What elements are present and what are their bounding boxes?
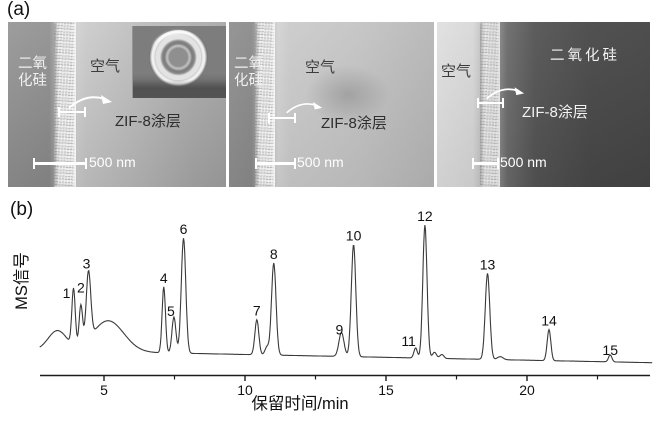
peak-label-11: 11 (401, 333, 416, 349)
peak-label-14: 14 (541, 313, 557, 329)
peak-label-13: 13 (480, 256, 496, 272)
x-axis: 5 10 15 20 (40, 374, 650, 398)
silica-label-line2: 化硅 (18, 73, 47, 89)
chromatogram-curve (39, 225, 653, 364)
peak-label-9: 9 (336, 321, 344, 337)
panel-b: (b) MS信号 保留时间/min 5 10 15 20 1 2 3 4 5 6 7 8 9 10 11 1… (0, 187, 657, 429)
peak-label-6: 6 (180, 221, 188, 237)
zif8-coating-strip (255, 22, 275, 187)
air-label: 空气 (441, 63, 472, 80)
chromatogram: (b) MS信号 保留时间/min 5 10 15 20 1 2345678910111… (10, 199, 653, 413)
scale-bar (33, 158, 87, 169)
sem-image-1: 二氧 化硅 空气 ZIF-8涂层 500 nm (8, 22, 226, 187)
x-axis-tick-label: 10 (237, 382, 253, 398)
air-label: 空气 (305, 59, 336, 76)
capillary-inset-photo (132, 26, 226, 98)
peak-label-5: 5 (167, 303, 175, 319)
capillary-ring (148, 30, 210, 88)
peak-label-1: 1 (63, 285, 71, 301)
panel-a-label: (a) (7, 0, 31, 20)
coating-label: ZIF-8涂层 (321, 115, 387, 132)
peak-label-3: 3 (83, 256, 91, 272)
zif8-coating-strip (54, 22, 76, 187)
silica-label-line1: 二氧 (234, 56, 263, 72)
sem-image-2: 二氧 化硅 空气 ZIF-8涂层 500 nm (229, 22, 434, 187)
y-axis-label: MS信号 (12, 252, 31, 310)
scale-bar (255, 158, 296, 169)
x-axis-tick-label: 5 (100, 382, 108, 398)
sem-image-3: 空气 二氧化硅 ZIF-8涂层 500 nm (437, 22, 650, 187)
scale-bar (472, 158, 499, 169)
peak-label-8: 8 (270, 246, 278, 262)
silica-label: 二氧化硅 (550, 48, 620, 64)
peak-label-4: 4 (160, 270, 168, 286)
peak-label-10: 10 (346, 228, 362, 244)
peak-label-7: 7 (253, 303, 261, 319)
silica-label-line2: 化硅 (234, 73, 263, 89)
scale-label: 500 nm (297, 154, 344, 170)
coating-arrow-icon (68, 95, 112, 109)
peak-label-12: 12 (417, 208, 433, 224)
scale-label: 500 nm (89, 154, 136, 170)
coating-thickness-bracket (58, 107, 86, 117)
coating-arrow-icon (486, 87, 525, 100)
x-axis-tick-label: 15 (378, 382, 394, 398)
coating-thickness-bracket (268, 113, 296, 123)
x-axis-label: 保留时间/min (251, 394, 348, 413)
silica-label: 二氧 化硅 (234, 56, 263, 90)
scale-label: 500 nm (500, 154, 547, 170)
peak-label-2: 2 (77, 280, 85, 296)
x-axis-tick-label: 20 (519, 382, 535, 398)
peak-label-15: 15 (602, 342, 618, 358)
silica-label: 二氧 化硅 (18, 56, 47, 90)
coating-label: ZIF-8涂层 (522, 104, 588, 121)
panel-b-label: (b) (10, 199, 33, 220)
silica-label-line1: 二氧 (18, 56, 47, 72)
coating-arrow-icon (286, 102, 323, 114)
inset-base-surface (133, 80, 226, 98)
coating-label: ZIF-8涂层 (115, 113, 181, 130)
air-label: 空气 (90, 58, 121, 75)
coating-thickness-bracket (477, 98, 504, 108)
